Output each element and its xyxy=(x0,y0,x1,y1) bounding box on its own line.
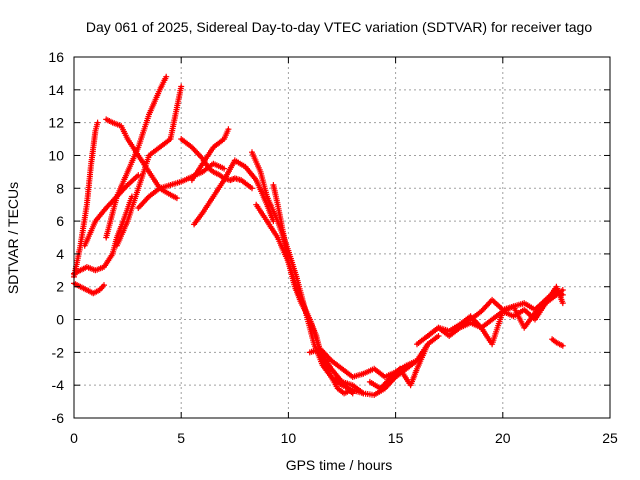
series-markers xyxy=(339,333,442,398)
series-track-7 xyxy=(113,83,185,249)
chart-title: Day 061 of 2025, Sidereal Day-to-day VTE… xyxy=(86,19,593,35)
series-track-21 xyxy=(549,336,566,349)
series-path xyxy=(250,150,365,395)
series-markers xyxy=(113,83,185,249)
series-track-1 xyxy=(71,119,101,280)
series-track-17 xyxy=(366,341,431,392)
series-track-20 xyxy=(456,283,566,348)
x-tick-label: 15 xyxy=(388,430,404,446)
grid xyxy=(74,57,610,418)
x-tick-label: 25 xyxy=(602,430,618,446)
series-track-12 xyxy=(249,149,367,397)
series-markers xyxy=(456,283,566,348)
y-tick-label: 8 xyxy=(56,180,64,196)
series-track-2 xyxy=(71,280,107,297)
x-tick-label: 5 xyxy=(177,430,185,446)
series-markers xyxy=(249,149,367,397)
y-tick-label: -2 xyxy=(52,344,65,360)
series-markers xyxy=(549,336,566,349)
y-axis-ticks: -6 -4 -2 0 2 4 6 8 10 12 14 16 xyxy=(48,49,610,426)
series-markers xyxy=(103,73,170,241)
series-path xyxy=(426,288,565,338)
series-markers xyxy=(366,341,431,392)
y-axis-label: SDTVAR / TECUs xyxy=(5,182,21,294)
series-markers xyxy=(71,119,101,280)
series-markers xyxy=(188,126,232,184)
x-axis-ticks: 0 5 10 15 20 25 xyxy=(70,57,618,446)
data-series xyxy=(71,73,566,398)
y-tick-label: 6 xyxy=(56,213,64,229)
series-markers xyxy=(191,157,277,228)
y-tick-label: 16 xyxy=(48,49,64,65)
series-markers xyxy=(71,280,107,297)
y-tick-label: 2 xyxy=(56,279,64,295)
series-track-14 xyxy=(270,182,354,397)
y-tick-label: 10 xyxy=(48,147,64,163)
x-tick-label: 10 xyxy=(281,430,297,446)
series-track-6 xyxy=(103,73,170,241)
y-tick-label: -6 xyxy=(52,410,65,426)
y-tick-label: -4 xyxy=(52,377,65,393)
y-tick-label: 0 xyxy=(56,312,64,328)
series-track-16 xyxy=(339,333,442,398)
series-track-11 xyxy=(188,126,232,184)
x-axis-label: GPS time / hours xyxy=(286,457,393,473)
plot-frame xyxy=(73,56,611,419)
y-tick-label: 4 xyxy=(56,246,64,262)
x-tick-label: 0 xyxy=(70,430,78,446)
series-markers xyxy=(270,182,354,397)
y-tick-label: 12 xyxy=(48,115,64,131)
series-path xyxy=(272,183,352,395)
series-track-10 xyxy=(191,157,277,228)
x-tick-label: 20 xyxy=(495,430,511,446)
y-tick-label: 14 xyxy=(48,82,64,98)
